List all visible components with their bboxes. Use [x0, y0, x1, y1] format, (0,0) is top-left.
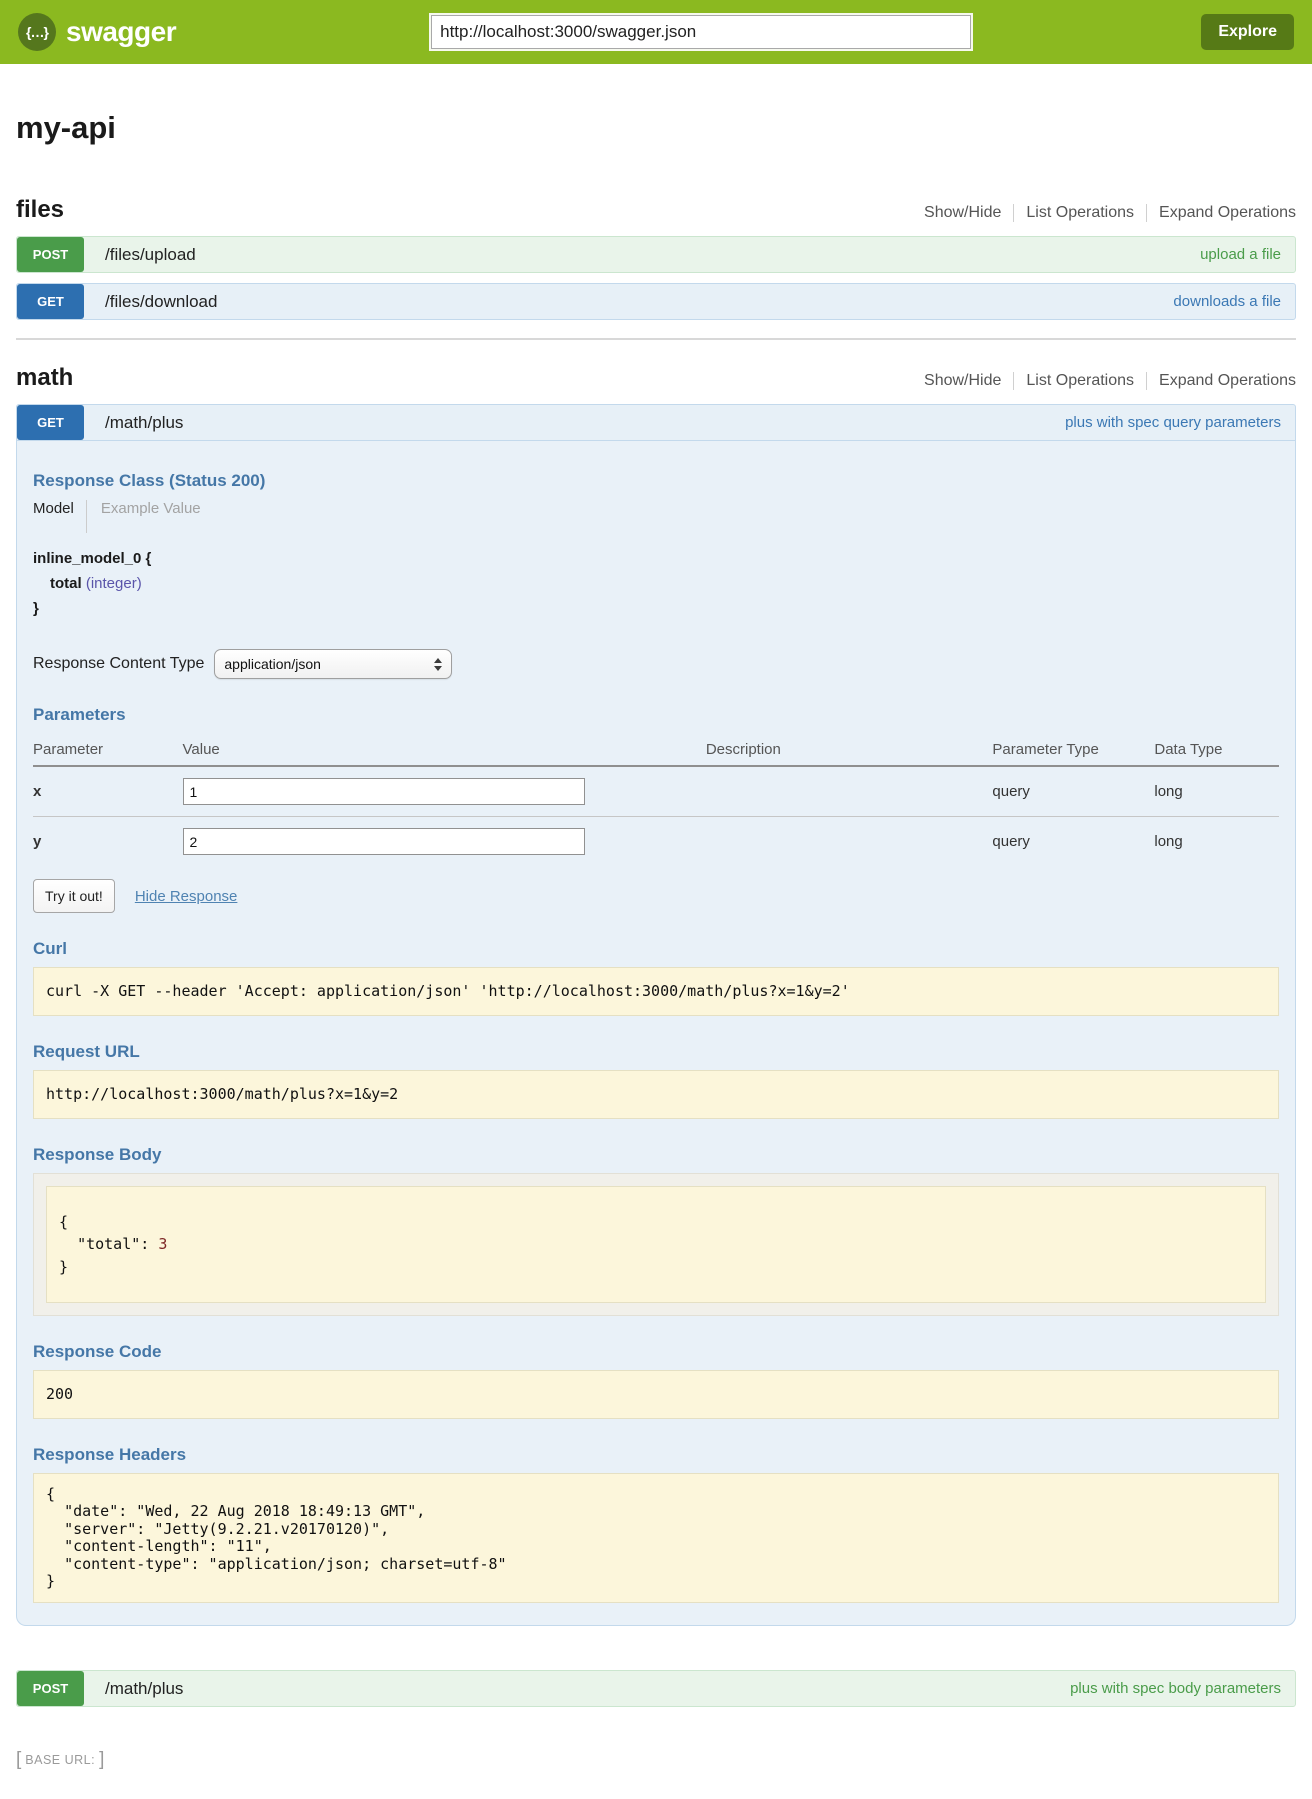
section-divider	[16, 338, 1296, 340]
operation-row-get-files-download[interactable]: GET /files/download downloads a file	[16, 283, 1296, 320]
operation-row-post-math-plus[interactable]: POST /math/plus plus with spec body para…	[16, 1670, 1296, 1708]
operation-path[interactable]: /files/download	[105, 291, 218, 311]
col-header-description: Description	[705, 733, 993, 768]
section-math: math Show/Hide List Operations Expand Op…	[16, 364, 1296, 1708]
operation-path[interactable]: /math/plus	[105, 412, 184, 432]
expand-operations-link[interactable]: Expand Operations	[1146, 204, 1296, 222]
response-body-container[interactable]: { "total": 3 }	[33, 1172, 1279, 1317]
response-content-type-select[interactable]: application/json	[214, 649, 453, 680]
swagger-logo-text: swagger	[66, 16, 177, 47]
col-header-parameter: Parameter	[33, 733, 183, 768]
parameter-name: y	[33, 833, 42, 851]
operation-panel-get-math-plus: Response Class (Status 200) Model Exampl…	[16, 441, 1296, 1627]
footer-close-bracket: ]	[99, 1749, 105, 1771]
response-headers-heading: Response Headers	[33, 1445, 187, 1464]
response-headers-json: { "date": "Wed, 22 Aug 2018 18:49:13 GMT…	[33, 1473, 1279, 1604]
section-files: files Show/Hide List Operations Expand O…	[16, 196, 1296, 340]
operation-path[interactable]: /files/upload	[105, 244, 196, 264]
col-header-data-type: Data Type	[1154, 733, 1279, 768]
parameters-table: Parameter Value Description Parameter Ty…	[33, 733, 1279, 866]
response-content-type-label: Response Content Type	[33, 655, 205, 673]
operation-summary[interactable]: plus with spec query parameters	[1065, 414, 1281, 431]
model-open: inline_model_0 {	[33, 550, 152, 567]
model-close: }	[33, 599, 39, 617]
show-hide-link[interactable]: Show/Hide	[924, 372, 1002, 389]
response-code-heading: Response Code	[33, 1342, 162, 1362]
response-content-type-value: application/json	[224, 656, 321, 673]
base-url-label: BASE URL:	[25, 1753, 96, 1768]
operation-path[interactable]: /math/plus	[105, 1678, 184, 1698]
section-controls: Show/Hide List Operations Expand Operati…	[912, 372, 1296, 390]
parameter-row-y: y query long	[33, 817, 1279, 867]
parameter-y-input[interactable]	[182, 828, 585, 856]
operation-summary[interactable]: plus with spec body parameters	[1070, 1680, 1281, 1698]
footer-open-bracket: [	[16, 1749, 22, 1771]
curl-heading: Curl	[33, 939, 67, 959]
col-header-parameter-type: Parameter Type	[992, 733, 1155, 768]
show-hide-link[interactable]: Show/Hide	[924, 204, 1002, 221]
parameter-description	[706, 817, 993, 867]
spec-url-input[interactable]	[431, 15, 972, 49]
hide-response-link[interactable]: Hide Response	[134, 887, 238, 905]
response-body-heading: Response Body	[33, 1144, 162, 1164]
operation-summary[interactable]: upload a file	[1200, 246, 1281, 263]
curl-command: curl -X GET --header 'Accept: applicatio…	[33, 967, 1279, 1016]
select-arrows-icon	[434, 657, 443, 671]
request-url-value: http://localhost:3000/math/plus?x=1&y=2	[33, 1070, 1279, 1119]
base-url-footer: [ BASE URL: ]	[16, 1749, 1296, 1799]
model-signature: inline_model_0 { total (integer) }	[33, 547, 1279, 621]
swagger-logo-icon: {…}	[18, 13, 56, 51]
list-operations-link[interactable]: List Operations	[1013, 372, 1146, 390]
parameter-description	[705, 766, 993, 818]
request-url-heading: Request URL	[33, 1042, 140, 1061]
parameter-type: query	[992, 766, 1155, 818]
method-badge-get: GET	[17, 405, 84, 440]
method-badge-get: GET	[17, 284, 84, 319]
tab-model[interactable]: Model	[33, 500, 74, 517]
section-controls: Show/Hide List Operations Expand Operati…	[912, 204, 1296, 222]
list-operations-link[interactable]: List Operations	[1013, 204, 1146, 222]
parameter-data-type: long	[1154, 766, 1279, 818]
method-badge-post: POST	[17, 237, 84, 272]
response-class-heading: Response Class (Status 200)	[33, 471, 266, 490]
parameter-name: x	[33, 766, 183, 818]
parameter-row-x: x query long	[33, 766, 1279, 818]
expand-operations-link[interactable]: Expand Operations	[1146, 372, 1296, 390]
parameter-x-input[interactable]	[182, 778, 585, 806]
section-title-files: files	[16, 196, 65, 223]
tab-example-value[interactable]: Example Value	[85, 500, 201, 533]
parameter-type: query	[992, 833, 1030, 851]
operation-row-get-math-plus[interactable]: GET /math/plus plus with spec query para…	[16, 404, 1296, 441]
parameters-header-row: Parameter Value Description Parameter Ty…	[33, 733, 1279, 768]
response-body-json: { "total": 3 }	[46, 1185, 1266, 1304]
response-code-value: 200	[33, 1370, 1279, 1419]
explore-button[interactable]: Explore	[1201, 14, 1294, 50]
section-title-math: math	[16, 364, 74, 391]
swagger-logo[interactable]: {…} swagger	[18, 13, 177, 51]
try-it-out-button[interactable]: Try it out!	[33, 879, 115, 914]
operation-summary[interactable]: downloads a file	[1173, 293, 1281, 310]
model-property-type: (integer)	[85, 574, 142, 592]
method-badge-post: POST	[17, 1671, 84, 1707]
operation-row-post-files-upload[interactable]: POST /files/upload upload a file	[16, 236, 1296, 273]
json-number-value: 3	[158, 1235, 168, 1254]
model-tabs: Model Example Value	[33, 500, 1279, 533]
col-header-value: Value	[182, 733, 706, 768]
page-title: my-api	[16, 110, 116, 145]
header-bar: {…} swagger Explore	[0, 0, 1312, 64]
parameters-heading: Parameters	[33, 705, 126, 725]
parameter-data-type: long	[1154, 833, 1183, 851]
model-property-name: total	[50, 574, 82, 592]
